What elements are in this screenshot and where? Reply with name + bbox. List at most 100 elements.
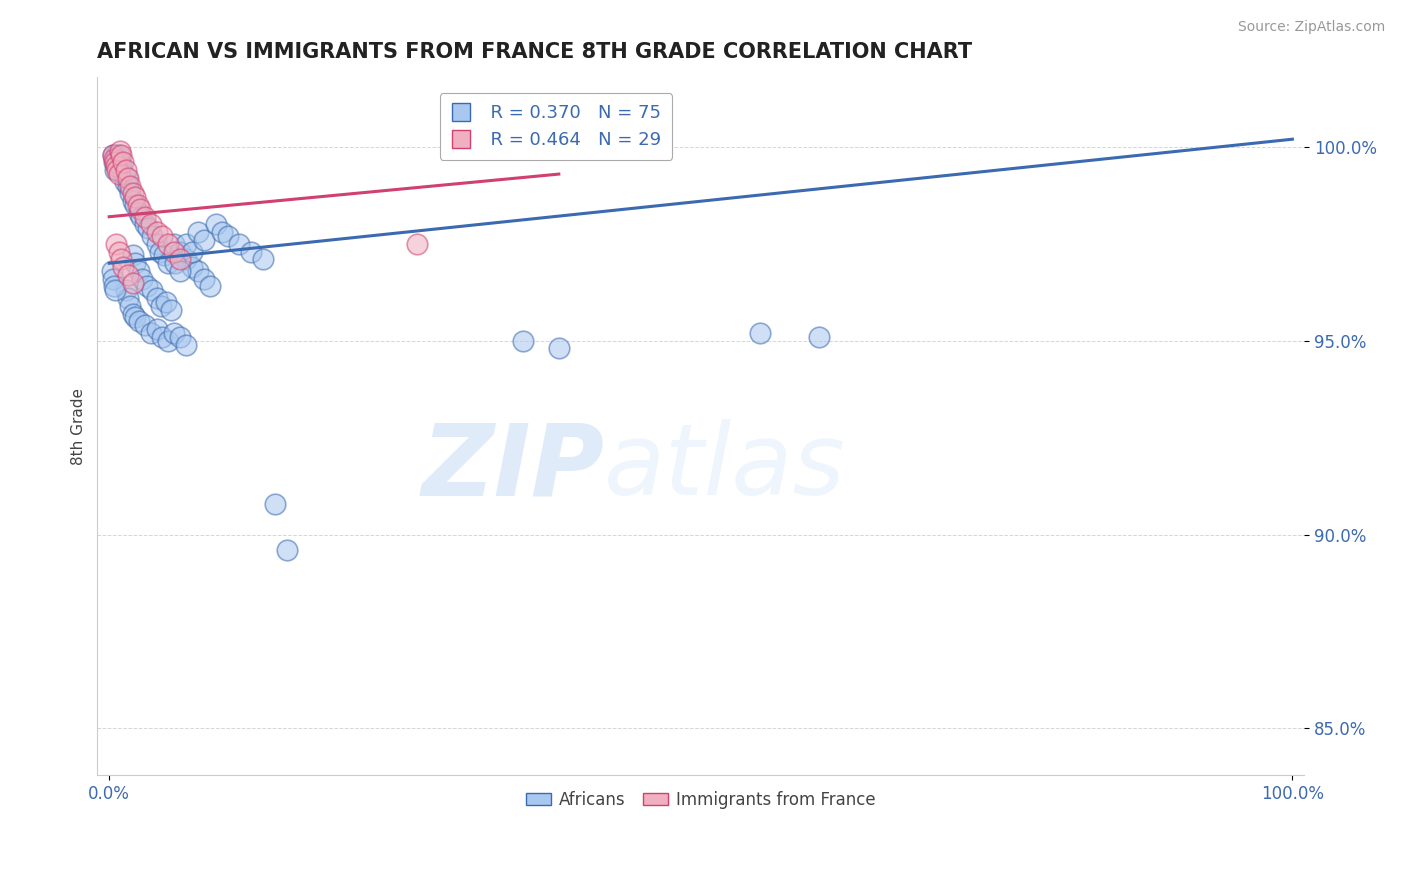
Point bbox=[145, 291, 167, 305]
Point bbox=[157, 236, 180, 251]
Point bbox=[121, 307, 143, 321]
Point bbox=[101, 147, 124, 161]
Point bbox=[117, 178, 139, 193]
Point bbox=[108, 144, 131, 158]
Point bbox=[152, 229, 174, 244]
Point bbox=[101, 271, 124, 285]
Text: atlas: atlas bbox=[605, 419, 846, 516]
Point bbox=[107, 152, 129, 166]
Point bbox=[169, 264, 191, 278]
Point bbox=[110, 252, 132, 267]
Point bbox=[276, 543, 298, 558]
Point bbox=[204, 218, 226, 232]
Point bbox=[263, 496, 285, 510]
Point bbox=[107, 244, 129, 259]
Point bbox=[114, 163, 136, 178]
Point bbox=[547, 342, 569, 356]
Point bbox=[211, 225, 233, 239]
Point bbox=[159, 302, 181, 317]
Point bbox=[174, 337, 197, 351]
Point bbox=[252, 252, 274, 267]
Point bbox=[145, 236, 167, 251]
Point bbox=[128, 264, 150, 278]
Point bbox=[127, 198, 149, 212]
Point bbox=[108, 155, 131, 169]
Point bbox=[165, 256, 187, 270]
Point bbox=[105, 159, 128, 173]
Point bbox=[152, 330, 174, 344]
Point bbox=[193, 233, 215, 247]
Point bbox=[217, 229, 239, 244]
Point bbox=[124, 310, 146, 325]
Point bbox=[141, 229, 163, 244]
Point bbox=[193, 271, 215, 285]
Point bbox=[114, 284, 136, 298]
Point bbox=[405, 236, 427, 251]
Point bbox=[120, 186, 142, 201]
Point bbox=[101, 147, 124, 161]
Point bbox=[129, 210, 152, 224]
Point bbox=[104, 284, 127, 298]
Text: Source: ZipAtlas.com: Source: ZipAtlas.com bbox=[1237, 20, 1385, 34]
Point bbox=[134, 210, 156, 224]
Point bbox=[107, 147, 129, 161]
Y-axis label: 8th Grade: 8th Grade bbox=[72, 387, 86, 465]
Point bbox=[117, 268, 139, 282]
Point bbox=[174, 252, 197, 267]
Text: AFRICAN VS IMMIGRANTS FROM FRANCE 8TH GRADE CORRELATION CHART: AFRICAN VS IMMIGRANTS FROM FRANCE 8TH GR… bbox=[97, 42, 973, 62]
Point bbox=[124, 256, 146, 270]
Point bbox=[121, 186, 143, 201]
Point bbox=[124, 190, 146, 204]
Point bbox=[808, 330, 831, 344]
Point bbox=[100, 264, 122, 278]
Point bbox=[129, 202, 152, 216]
Point bbox=[128, 314, 150, 328]
Point bbox=[512, 334, 534, 348]
Point bbox=[181, 260, 204, 274]
Point bbox=[131, 271, 153, 285]
Point bbox=[139, 326, 162, 340]
Point bbox=[163, 244, 186, 259]
Point bbox=[163, 236, 186, 251]
Point bbox=[169, 252, 191, 267]
Point bbox=[112, 155, 135, 169]
Point bbox=[134, 218, 156, 232]
Point bbox=[121, 194, 143, 209]
Point bbox=[110, 159, 132, 173]
Point bbox=[115, 171, 138, 186]
Point bbox=[103, 279, 125, 293]
Point bbox=[103, 152, 125, 166]
Point bbox=[152, 248, 174, 262]
Point bbox=[157, 256, 180, 270]
Point bbox=[128, 206, 150, 220]
Point bbox=[105, 147, 128, 161]
Point bbox=[134, 318, 156, 333]
Point bbox=[112, 167, 135, 181]
Point bbox=[103, 155, 125, 169]
Point bbox=[145, 322, 167, 336]
Point bbox=[121, 276, 143, 290]
Point bbox=[107, 163, 129, 178]
Point bbox=[117, 171, 139, 186]
Point bbox=[139, 218, 162, 232]
Point bbox=[749, 326, 772, 340]
Point bbox=[120, 299, 142, 313]
Point bbox=[157, 334, 180, 348]
Point bbox=[110, 147, 132, 161]
Point bbox=[174, 236, 197, 251]
Point bbox=[104, 155, 127, 169]
Point bbox=[107, 167, 129, 181]
Point bbox=[240, 244, 263, 259]
Point bbox=[150, 299, 173, 313]
Point bbox=[149, 244, 172, 259]
Point bbox=[187, 264, 209, 278]
Point bbox=[228, 236, 250, 251]
Point bbox=[121, 248, 143, 262]
Point bbox=[169, 330, 191, 344]
Point bbox=[181, 244, 204, 259]
Point bbox=[198, 279, 221, 293]
Point bbox=[114, 175, 136, 189]
Point bbox=[136, 221, 159, 235]
Point bbox=[155, 295, 177, 310]
Point bbox=[136, 279, 159, 293]
